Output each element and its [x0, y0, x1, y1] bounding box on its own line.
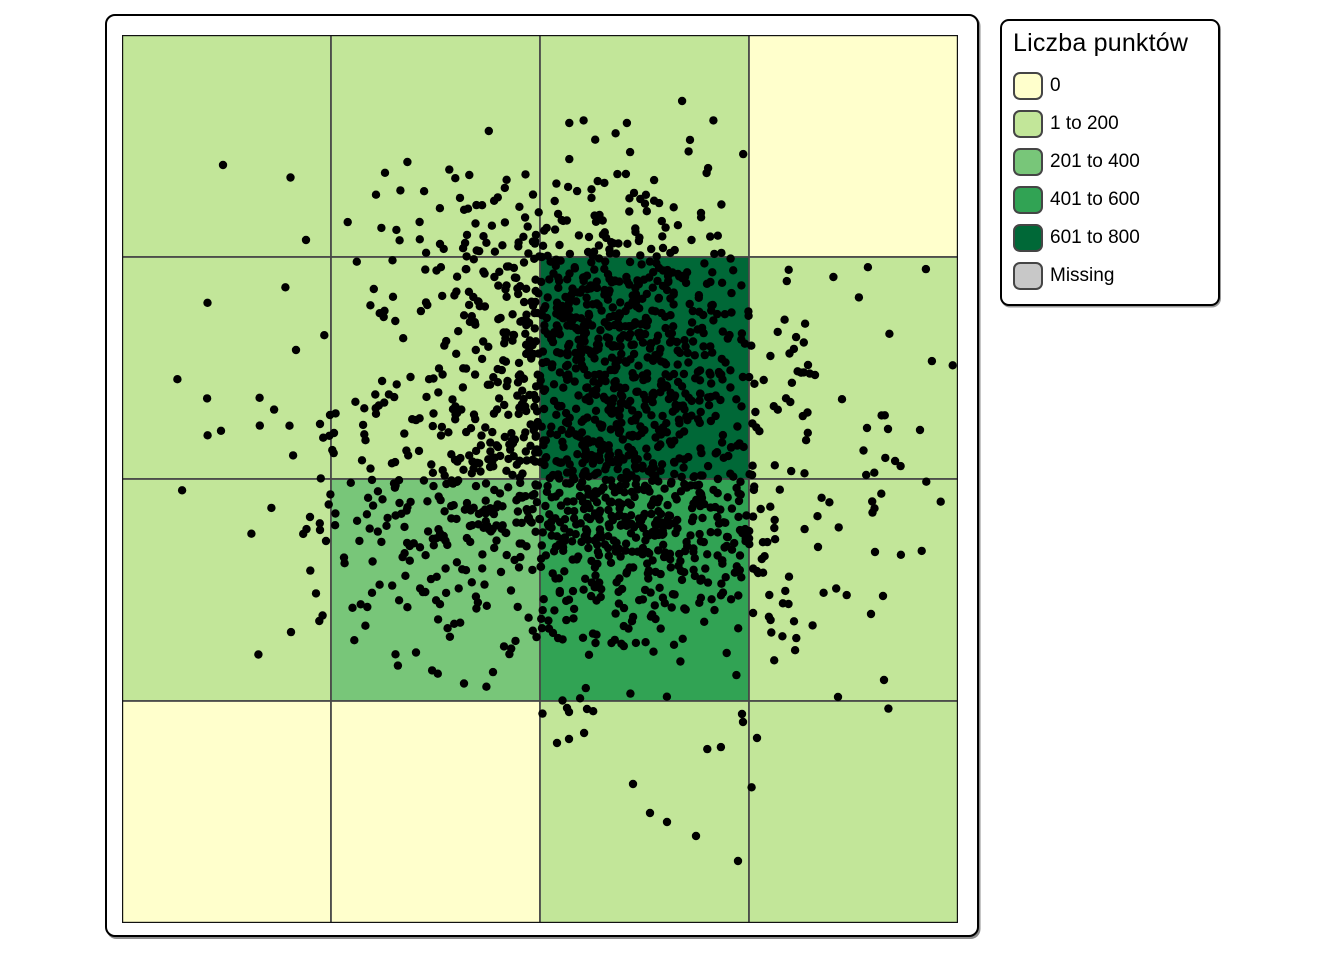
legend-item: Missing: [1013, 257, 1218, 295]
cells-layer: [122, 35, 958, 923]
legend-label: Missing: [1050, 265, 1115, 286]
legend-panel: Liczba punktów 0 1 to 200 201 to 400 401 to…: [1000, 19, 1220, 306]
grid-cell: [122, 478, 332, 702]
grid-cell: [122, 35, 332, 258]
grid-cell: [748, 700, 958, 923]
grid-cell: [122, 700, 332, 923]
grid-cell: [122, 256, 332, 480]
legend-swatch: [1013, 262, 1043, 290]
legend-swatch: [1013, 186, 1043, 214]
legend-item: 601 to 800: [1013, 219, 1218, 257]
grid-cell: [539, 35, 750, 258]
grid-cell: [748, 256, 958, 480]
legend-swatch: [1013, 148, 1043, 176]
grid-map: [122, 35, 958, 923]
legend-label: 0: [1050, 75, 1061, 96]
grid-cell: [539, 700, 750, 923]
legend-label: 1 to 200: [1050, 113, 1119, 134]
legend-title: Liczba punktów: [1013, 29, 1189, 57]
grid-cell: [330, 700, 541, 923]
map-frame: [105, 14, 979, 937]
legend-label: 601 to 800: [1050, 227, 1140, 248]
legend-label: 401 to 600: [1050, 189, 1140, 210]
legend-swatch: [1013, 224, 1043, 252]
legend-swatch: [1013, 110, 1043, 138]
legend-label: 201 to 400: [1050, 151, 1140, 172]
legend-items: 0 1 to 200 201 to 400 401 to 600 601 to 800 M…: [1013, 67, 1218, 295]
legend-item: 1 to 200: [1013, 105, 1218, 143]
grid-cell: [748, 478, 958, 702]
legend-item: 401 to 600: [1013, 181, 1218, 219]
legend-item: 0: [1013, 67, 1218, 105]
grid-cell: [748, 35, 958, 258]
legend-swatch: [1013, 72, 1043, 100]
points-layer: [173, 96, 957, 866]
legend-item: 201 to 400: [1013, 143, 1218, 181]
